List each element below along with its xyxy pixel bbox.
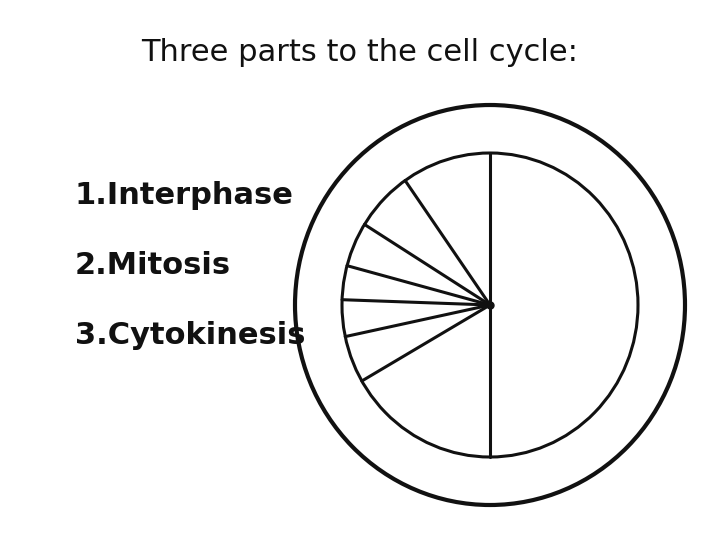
Text: 3.Cytokinesis: 3.Cytokinesis bbox=[75, 321, 305, 349]
Text: 1.Interphase: 1.Interphase bbox=[75, 180, 294, 210]
Text: Three parts to the cell cycle:: Three parts to the cell cycle: bbox=[142, 38, 578, 67]
Text: 2.Mitosis: 2.Mitosis bbox=[75, 251, 231, 280]
